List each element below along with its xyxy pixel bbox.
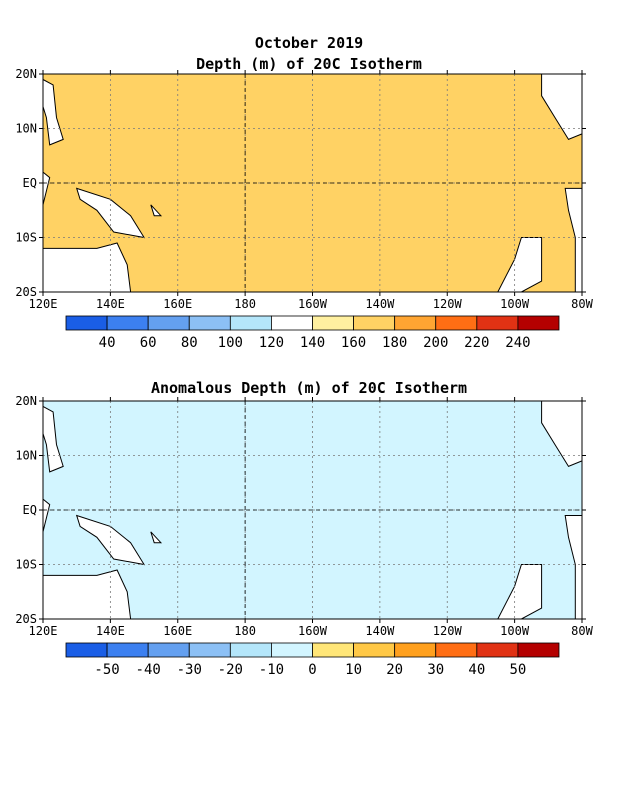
chart-date-title: October 2019 — [254, 34, 364, 52]
colorbar-swatch — [65, 642, 108, 658]
y-tick-label: 20N — [15, 394, 37, 408]
colorbar-label: 180 — [382, 335, 407, 351]
colorbar-swatch — [435, 315, 478, 331]
land-new-britain — [150, 204, 163, 217]
colorbar-swatch — [65, 315, 108, 331]
panel-1-overlay: 120E 140E 160E 180 160W 140W 120W 100W 80W 20N 10N… — [15, 67, 593, 351]
colorbar-swatch — [106, 642, 149, 658]
colorbar-label: 160 — [341, 335, 366, 351]
x-tick-label: 80W — [571, 297, 593, 311]
y-tick-label: 10N — [15, 122, 37, 136]
colorbar-label: 240 — [505, 335, 530, 351]
y-tick-label: 20S — [15, 285, 37, 299]
colorbar-swatch — [312, 642, 354, 658]
top-chart-title: Depth (m) of 20C Isotherm — [196, 55, 422, 73]
x-tick-label: 160W — [298, 297, 328, 311]
panel-2-overlay: 120E 140E 160E 180 160W 140W 120W 100W 80W 20N 10N… — [15, 394, 593, 678]
x-tick-label: 160E — [163, 624, 192, 638]
x-tick-label: 120E — [29, 297, 58, 311]
colorbar-label: -50 — [94, 662, 119, 678]
y-tick-label: 10S — [15, 558, 37, 572]
colorbar-swatch — [353, 642, 396, 658]
colorbar-label: 40 — [468, 662, 485, 678]
colorbar-label: -30 — [177, 662, 202, 678]
land-australia — [42, 569, 132, 620]
colorbar-label: 60 — [140, 335, 157, 351]
land-new-guinea — [75, 514, 146, 566]
y-tick-label: 10N — [15, 449, 37, 463]
colorbar-label: 200 — [423, 335, 448, 351]
y-tick-label: 20N — [15, 67, 37, 81]
colorbar-label: -10 — [259, 662, 284, 678]
x-tick-label: 140W — [365, 624, 395, 638]
colorbar-swatch — [188, 642, 231, 658]
y-tick-label: EQ — [23, 503, 37, 517]
colorbar-swatch — [229, 642, 272, 658]
colorbar-label: 50 — [509, 662, 526, 678]
colorbar-label: 40 — [99, 335, 116, 351]
x-tick-label: 140W — [365, 297, 395, 311]
land-new-guinea — [75, 187, 146, 239]
colorbar-swatch — [106, 315, 149, 331]
x-tick-label: 140E — [96, 624, 125, 638]
x-tick-label: 180 — [234, 624, 256, 638]
colorbar-swatch — [394, 642, 437, 658]
colorbar-swatch — [188, 315, 231, 331]
colorbar-swatch — [517, 315, 560, 331]
colorbar-swatch — [394, 315, 437, 331]
colorbar-swatch — [147, 315, 190, 331]
x-tick-label: 120W — [433, 297, 463, 311]
colorbar-swatch — [271, 315, 313, 331]
x-tick-label: 140E — [96, 297, 125, 311]
colorbar-label: 140 — [300, 335, 325, 351]
colorbar-swatch — [312, 315, 354, 331]
colorbar-swatch — [353, 315, 396, 331]
y-tick-label: 20S — [15, 612, 37, 626]
colorbar-label: 120 — [259, 335, 284, 351]
colorbar-swatch — [476, 315, 519, 331]
colorbar-label: 0 — [308, 662, 316, 678]
colorbar-label: 100 — [218, 335, 243, 351]
colorbar-label: 220 — [464, 335, 489, 351]
colorbar-label: 30 — [427, 662, 444, 678]
colorbar-label: -20 — [218, 662, 243, 678]
x-tick-label: 160W — [298, 624, 328, 638]
land-new-britain — [150, 531, 163, 544]
x-tick-label: 160E — [163, 297, 192, 311]
y-tick-label: 10S — [15, 231, 37, 245]
colorbar-label: 10 — [345, 662, 362, 678]
colorbar-swatch — [476, 642, 519, 658]
colorbar-label: 20 — [386, 662, 403, 678]
x-tick-label: 80W — [571, 624, 593, 638]
x-tick-label: 180 — [234, 297, 256, 311]
x-tick-label: 120E — [29, 624, 58, 638]
bottom-chart-title: Anomalous Depth (m) of 20C Isotherm — [150, 379, 468, 397]
colorbar-swatch — [229, 315, 272, 331]
colorbar-swatch — [435, 642, 478, 658]
colorbar-swatch — [147, 642, 190, 658]
x-tick-label: 120W — [433, 624, 463, 638]
colorbar-swatch — [271, 642, 313, 658]
x-tick-label: 100W — [500, 297, 530, 311]
x-tick-label: 100W — [500, 624, 530, 638]
y-tick-label: EQ — [23, 176, 37, 190]
land-australia — [42, 242, 132, 293]
colorbar-label: -40 — [136, 662, 161, 678]
colorbar-swatch — [517, 642, 560, 658]
colorbar-label: 80 — [181, 335, 198, 351]
